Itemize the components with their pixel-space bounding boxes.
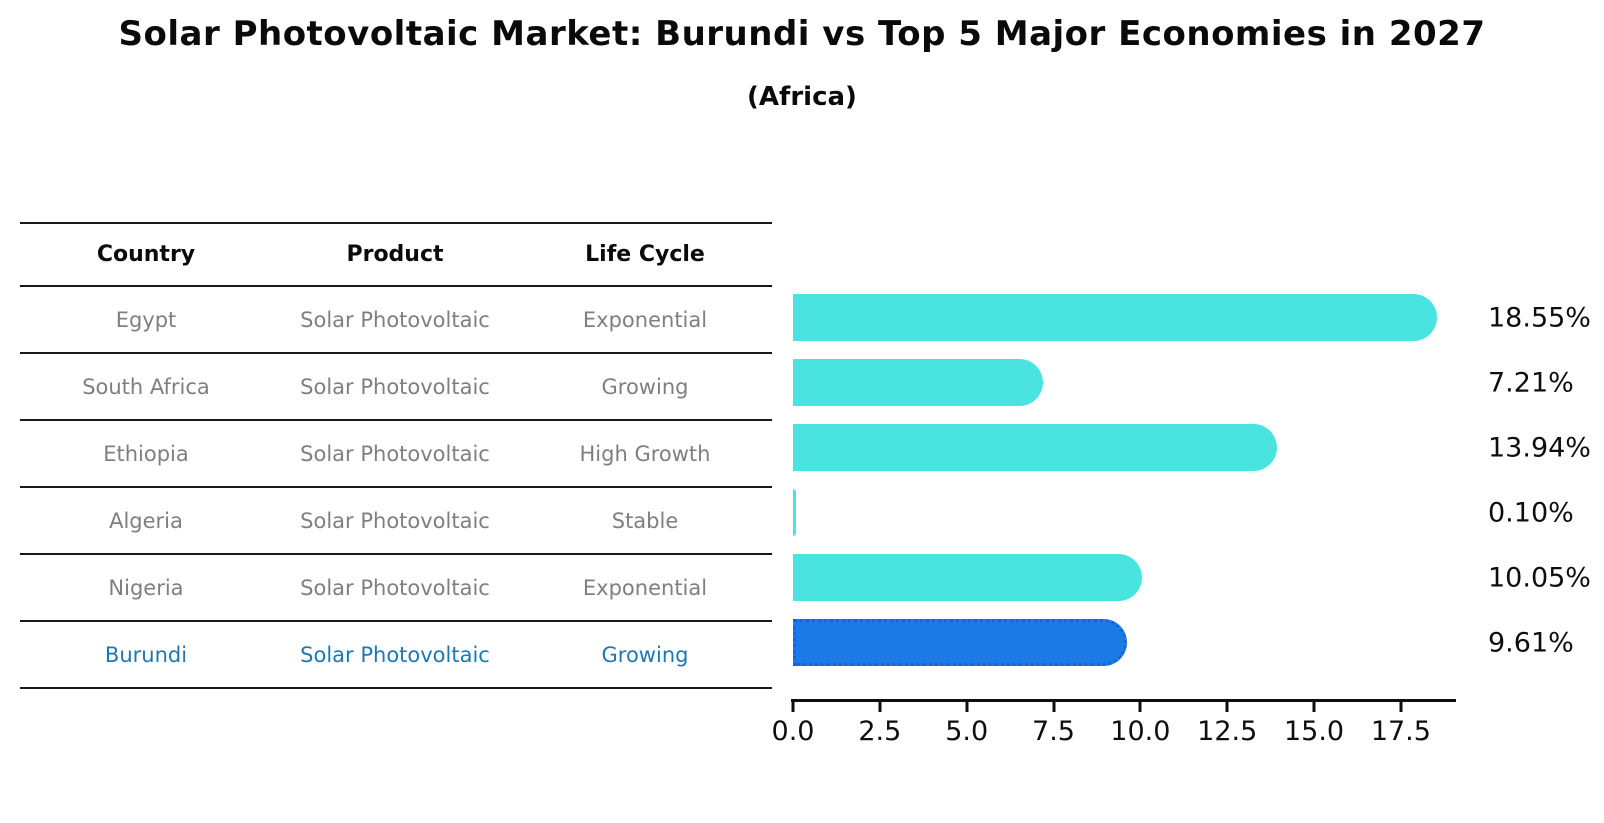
bar-highlighted bbox=[793, 619, 1127, 666]
cell-life-cycle: High Growth bbox=[579, 441, 711, 466]
bar-row: 0.10% bbox=[793, 480, 1574, 545]
header-life-cycle: Life Cycle bbox=[585, 242, 705, 267]
x-tick-label: 10.0 bbox=[1110, 716, 1171, 747]
table-row: Egypt Solar Photovoltaic Exponential bbox=[20, 287, 772, 354]
cell-life-cycle: Growing bbox=[601, 642, 689, 667]
cell-product: Solar Photovoltaic bbox=[300, 575, 490, 600]
cell-country: Burundi bbox=[104, 642, 188, 667]
x-axis: 0.0 2.5 5.0 7.5 10.0 12.5 15.0 17.5 bbox=[772, 699, 1456, 759]
x-tick-label: 5.0 bbox=[945, 716, 989, 747]
header-product: Product bbox=[346, 242, 444, 267]
bar bbox=[793, 554, 1143, 601]
table-row: Algeria Solar Photovoltaic Stable bbox=[20, 488, 772, 555]
table-row: Ethiopia Solar Photovoltaic High Growth bbox=[20, 421, 772, 488]
bars-plot: 18.55% 7.21% 13.94% 0.10% 10.05% 9.61% bbox=[793, 285, 1591, 675]
cell-country: South Africa bbox=[82, 374, 210, 399]
x-tick-mark bbox=[1312, 702, 1316, 712]
cell-product: Solar Photovoltaic bbox=[300, 642, 490, 667]
country-table: Country Product Life Cycle Egypt Solar Ph… bbox=[20, 222, 772, 689]
bar bbox=[793, 489, 797, 536]
x-tick-mark bbox=[965, 702, 969, 712]
bar-value-label: 7.21% bbox=[1488, 367, 1574, 398]
x-tick-mark bbox=[1138, 702, 1142, 712]
x-tick-mark bbox=[878, 702, 882, 712]
cell-country: Algeria bbox=[109, 508, 183, 533]
cell-product: Solar Photovoltaic bbox=[300, 441, 490, 466]
x-tick-label: 0.0 bbox=[771, 716, 815, 747]
x-tick-label: 12.5 bbox=[1197, 716, 1258, 747]
cell-country: Egypt bbox=[115, 307, 177, 332]
bar bbox=[793, 359, 1044, 406]
bar-value-label: 9.61% bbox=[1488, 627, 1574, 658]
x-tick-mark bbox=[1399, 702, 1403, 712]
bar-value-label: 0.10% bbox=[1488, 497, 1574, 528]
x-tick-label: 7.5 bbox=[1032, 716, 1075, 747]
x-tick-label: 2.5 bbox=[858, 716, 902, 747]
bar-value-label: 13.94% bbox=[1488, 432, 1591, 463]
x-tick-label: 17.5 bbox=[1370, 716, 1431, 747]
cell-product: Solar Photovoltaic bbox=[300, 374, 490, 399]
bar-row: 10.05% bbox=[793, 545, 1591, 610]
table-header-row: Country Product Life Cycle bbox=[20, 222, 772, 287]
bar-row: 13.94% bbox=[793, 415, 1591, 480]
x-tick-mark bbox=[1052, 702, 1056, 712]
cell-life-cycle: Growing bbox=[601, 374, 689, 399]
cell-life-cycle: Exponential bbox=[582, 575, 708, 600]
bar-value-label: 10.05% bbox=[1488, 562, 1591, 593]
table-row: Burundi Solar Photovoltaic Growing bbox=[20, 622, 772, 689]
page-title: Solar Photovoltaic Market: Burundi vs To… bbox=[118, 14, 1486, 54]
x-tick-mark bbox=[791, 702, 795, 712]
cell-country: Ethiopia bbox=[103, 441, 189, 466]
x-tick-mark bbox=[1225, 702, 1229, 712]
table-body: Egypt Solar Photovoltaic Exponential South … bbox=[20, 287, 772, 689]
bar bbox=[793, 424, 1278, 471]
cell-life-cycle: Stable bbox=[611, 508, 679, 533]
bar-row: 7.21% bbox=[793, 350, 1574, 415]
page-subtitle: (Africa) bbox=[747, 82, 857, 112]
x-axis-line bbox=[791, 699, 1456, 702]
bar bbox=[793, 294, 1438, 341]
bar-row: 18.55% bbox=[793, 285, 1591, 350]
cell-product: Solar Photovoltaic bbox=[300, 307, 490, 332]
table-row: South Africa Solar Photovoltaic Growing bbox=[20, 354, 772, 421]
cell-product: Solar Photovoltaic bbox=[300, 508, 490, 533]
bar-value-label: 18.55% bbox=[1488, 302, 1591, 333]
x-tick-label: 15.0 bbox=[1283, 716, 1345, 747]
cell-country: Nigeria bbox=[108, 575, 184, 600]
cell-life-cycle: Exponential bbox=[582, 307, 708, 332]
table-row: Nigeria Solar Photovoltaic Exponential bbox=[20, 555, 772, 622]
bar-row: 9.61% bbox=[793, 610, 1574, 675]
header-country: Country bbox=[96, 242, 196, 267]
